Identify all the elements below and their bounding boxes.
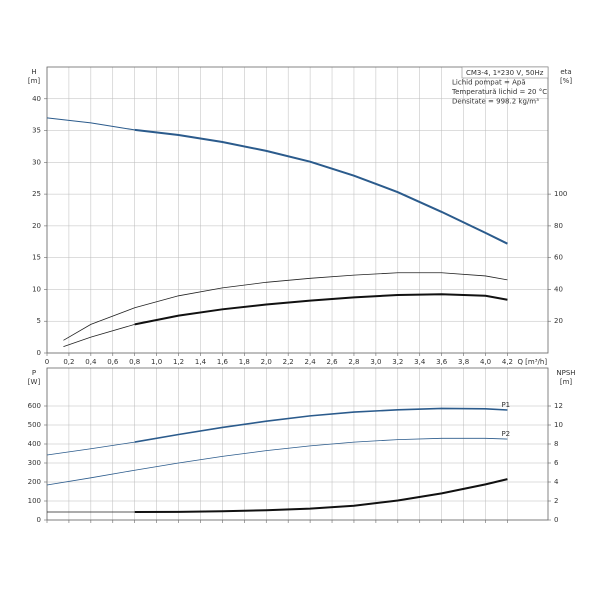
y2-axis-label: eta — [560, 68, 571, 76]
x-tick-label: 2,0 — [261, 358, 272, 366]
info-text: Temperatură lichid = 20 °C — [451, 88, 547, 96]
curve — [134, 478, 508, 514]
y2-tick-label: 10 — [554, 421, 563, 429]
y-tick-label: 0 — [37, 349, 41, 357]
info-text: CM3-4, 1*230 V, 50Hz — [466, 69, 544, 77]
y2-tick-label: 4 — [554, 478, 559, 486]
x-tick-label: 3,8 — [458, 358, 469, 366]
y-tick-label: 200 — [28, 478, 41, 486]
x-tick-label: 2,2 — [283, 358, 294, 366]
x-tick-label: 1,8 — [239, 358, 250, 366]
y-tick-label: 600 — [28, 402, 41, 410]
y2-axis-label: [%] — [560, 77, 572, 85]
plot-frame — [46, 66, 549, 354]
x-tick-label: 0,8 — [129, 358, 140, 366]
info-text: Lichid pompat = Apă — [452, 79, 526, 87]
x-tick-label: 2,6 — [326, 358, 338, 366]
curve-label: P1 — [501, 401, 510, 409]
y-axis-label: [W] — [28, 378, 41, 386]
curve — [134, 293, 508, 326]
y2-tick-label: 8 — [554, 440, 558, 448]
curve — [134, 407, 508, 443]
y2-tick-label: 100 — [554, 190, 567, 198]
x-tick-label: 3,2 — [392, 358, 403, 366]
y-tick-label: 500 — [28, 421, 41, 429]
y2-tick-label: 6 — [554, 459, 559, 467]
x-tick-label: 1,0 — [151, 358, 162, 366]
x-tick-label: 4,2 — [502, 358, 513, 366]
y-tick-label: 0 — [37, 516, 41, 524]
y-tick-label: 400 — [28, 440, 41, 448]
curve — [46, 117, 135, 131]
x-tick-label: 4,0 — [480, 358, 491, 366]
curve — [63, 272, 508, 341]
y-tick-label: 20 — [32, 222, 41, 230]
curve — [46, 437, 508, 486]
x-tick-label: 0,2 — [63, 358, 74, 366]
y2-tick-label: 40 — [554, 285, 563, 293]
x-axis-label: Q [m³/h] — [517, 358, 547, 366]
y-tick-label: 40 — [32, 95, 41, 103]
y2-tick-label: 2 — [554, 497, 558, 505]
x-tick-label: 0,6 — [107, 358, 119, 366]
y2-tick-label: 12 — [554, 402, 563, 410]
curve — [134, 128, 508, 245]
y2-tick-label: 20 — [554, 317, 563, 325]
y-axis-label: H — [31, 68, 36, 76]
x-tick-label: 3,4 — [414, 358, 426, 366]
x-tick-label: 1,2 — [173, 358, 184, 366]
x-tick-label: 2,4 — [305, 358, 317, 366]
curve — [46, 441, 135, 456]
x-tick-label: 1,4 — [195, 358, 207, 366]
curve-label: P2 — [501, 430, 510, 438]
y2-tick-label: 60 — [554, 254, 563, 262]
y-tick-label: 300 — [28, 459, 41, 467]
x-tick-label: 0,4 — [85, 358, 97, 366]
y2-tick-label: 80 — [554, 222, 563, 230]
curve — [63, 324, 135, 348]
y-axis-label: P — [32, 369, 36, 377]
y-tick-label: 25 — [32, 190, 41, 198]
info-box — [461, 66, 549, 79]
y-tick-label: 10 — [32, 285, 41, 293]
y2-axis-label: [m] — [560, 378, 573, 386]
info-text: Densitate = 998.2 kg/m³ — [452, 98, 539, 106]
y2-tick-label: 0 — [554, 516, 558, 524]
y-tick-label: 15 — [32, 254, 41, 262]
x-tick-label: 3,0 — [370, 358, 381, 366]
y-tick-label: 35 — [32, 127, 41, 135]
y-axis-label: [m] — [28, 77, 41, 85]
y2-axis-label: NPSH — [556, 369, 575, 377]
x-tick-label: 3,6 — [436, 358, 448, 366]
x-tick-label: 0 — [45, 358, 49, 366]
x-tick-label: 2,8 — [348, 358, 359, 366]
y-tick-label: 30 — [32, 158, 41, 166]
y-tick-label: 5 — [37, 317, 41, 325]
plot-frame — [46, 367, 549, 521]
x-tick-label: 1,6 — [217, 358, 229, 366]
y-tick-label: 100 — [28, 497, 41, 505]
